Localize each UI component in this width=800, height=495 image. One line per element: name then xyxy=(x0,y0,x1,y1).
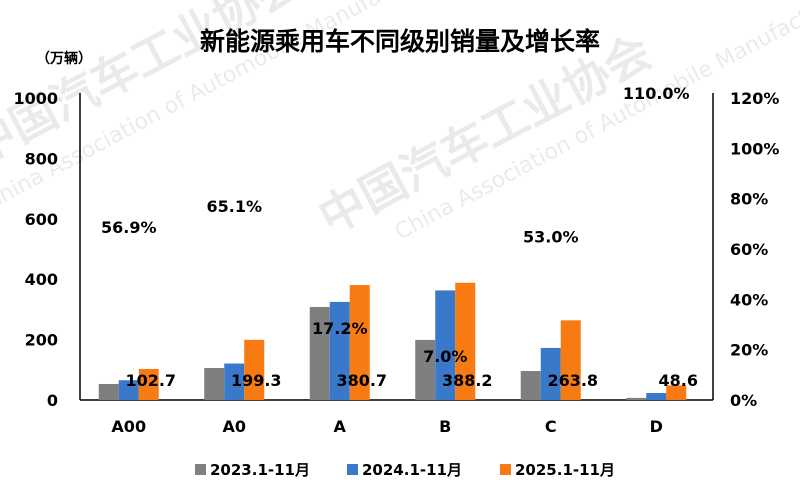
bar-A0-2024.1-11月 xyxy=(224,363,245,400)
growth-rate-label: 53.0% xyxy=(523,228,579,247)
bar-B-2024.1-11月 xyxy=(435,290,456,400)
y2-tick-label: 60% xyxy=(730,240,768,259)
value-label: 263.8 xyxy=(547,371,598,390)
value-label: 102.7 xyxy=(125,371,176,390)
growth-rate-label: 110.0% xyxy=(623,84,690,103)
bar-A00-2024.1-11月 xyxy=(118,380,139,400)
y-tick-label: 800 xyxy=(25,149,58,168)
x-tick-label: A0 xyxy=(222,417,246,436)
y2-tick-label: 80% xyxy=(730,190,768,209)
y-axis-label: （万辆） xyxy=(36,50,92,67)
bar-C-2025.1-11月 xyxy=(560,320,581,400)
y2-tick-label: 100% xyxy=(730,139,779,158)
growth-rate-label: 65.1% xyxy=(206,197,262,216)
legend-swatch xyxy=(500,464,511,475)
legend-swatch xyxy=(195,464,206,475)
bar-B-2023.1-11月 xyxy=(415,339,436,400)
y-tick-label: 1000 xyxy=(13,89,58,108)
bar-D-2024.1-11月 xyxy=(646,393,667,400)
legend-label: 2023.1-11月 xyxy=(210,461,310,479)
y-tick-label: 200 xyxy=(25,331,58,350)
bar-D-2023.1-11月 xyxy=(626,397,647,400)
bar-A0-2025.1-11月 xyxy=(244,339,265,400)
y-tick-label: 0 xyxy=(47,391,58,410)
bar-A-2024.1-11月 xyxy=(329,301,350,400)
x-tick-label: A00 xyxy=(111,417,146,436)
growth-rate-label: 56.9% xyxy=(101,218,157,237)
x-tick-label: A xyxy=(334,417,347,436)
legend-swatch xyxy=(347,464,358,475)
bar-A00-2025.1-11月 xyxy=(138,368,159,400)
y-tick-label: 600 xyxy=(25,210,58,229)
value-label: 380.7 xyxy=(336,371,387,390)
bar-C-2024.1-11月 xyxy=(540,347,561,400)
bar-C-2023.1-11月 xyxy=(520,371,541,400)
growth-rate-label: 7.0% xyxy=(423,347,467,366)
bar-A00-2023.1-11月 xyxy=(98,383,119,400)
y2-tick-label: 20% xyxy=(730,341,768,360)
bar-A0-2023.1-11月 xyxy=(204,367,225,400)
legend-label: 2025.1-11月 xyxy=(515,461,615,479)
bar-A-2023.1-11月 xyxy=(309,306,330,400)
x-tick-label: B xyxy=(439,417,451,436)
y2-tick-label: 0% xyxy=(730,391,757,410)
y-tick-label: 400 xyxy=(25,270,58,289)
value-label: 199.3 xyxy=(231,371,282,390)
legend-label: 2024.1-11月 xyxy=(362,461,462,479)
y2-tick-label: 40% xyxy=(730,290,768,309)
x-tick-label: D xyxy=(650,417,663,436)
bar-D-2025.1-11月 xyxy=(666,385,687,400)
chart-title: 新能源乘用车不同级别销量及增长率 xyxy=(200,27,600,56)
bar-A-2025.1-11月 xyxy=(349,285,370,400)
growth-rate-label: 17.2% xyxy=(312,319,368,338)
y2-tick-label: 120% xyxy=(730,89,779,108)
value-label: 48.6 xyxy=(659,371,698,390)
x-tick-label: C xyxy=(545,417,557,436)
value-label: 388.2 xyxy=(442,371,493,390)
bar-B-2025.1-11月 xyxy=(455,282,476,400)
